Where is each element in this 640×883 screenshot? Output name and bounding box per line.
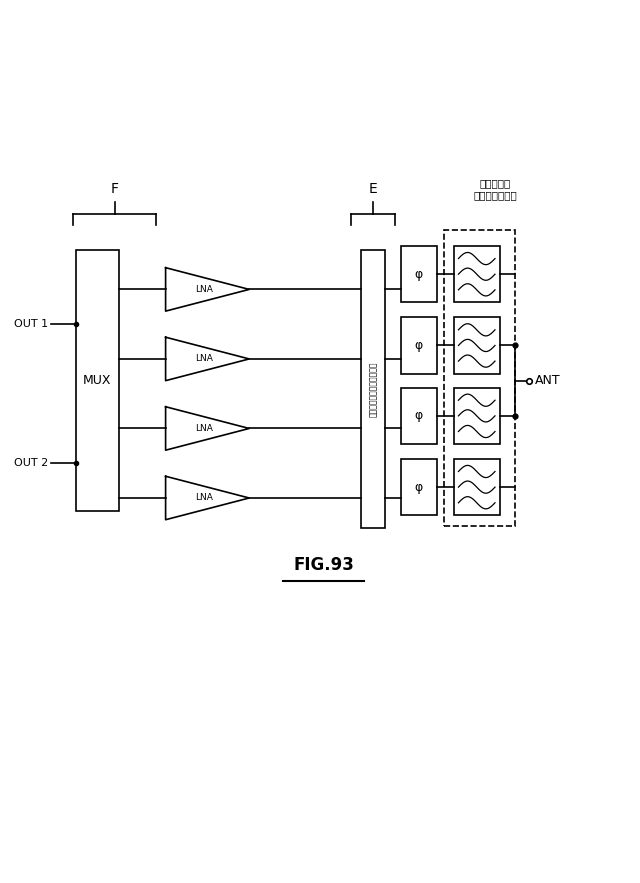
Text: MUX: MUX bbox=[83, 374, 112, 387]
Bar bbox=[401, 459, 436, 516]
Text: φ: φ bbox=[415, 339, 423, 352]
Text: フィルタ／
マルチプレクサ: フィルタ／ マルチプレクサ bbox=[474, 178, 517, 200]
Bar bbox=[444, 230, 515, 525]
Text: LNA: LNA bbox=[195, 424, 213, 433]
Bar bbox=[401, 388, 436, 444]
Text: LNA: LNA bbox=[195, 285, 213, 294]
Bar bbox=[454, 388, 500, 444]
Bar bbox=[360, 250, 385, 528]
Text: LNA: LNA bbox=[195, 494, 213, 502]
Text: スイッチングネットワーク: スイッチングネットワーク bbox=[369, 362, 378, 417]
Text: LNA: LNA bbox=[195, 354, 213, 364]
Text: φ: φ bbox=[415, 480, 423, 494]
Text: F: F bbox=[111, 182, 118, 195]
Text: FIG.93: FIG.93 bbox=[293, 556, 354, 574]
Bar bbox=[401, 317, 436, 374]
Text: ANT: ANT bbox=[535, 374, 561, 387]
Bar bbox=[76, 250, 119, 511]
Bar bbox=[454, 317, 500, 374]
Bar bbox=[401, 246, 436, 303]
Bar bbox=[454, 459, 500, 516]
Text: OUT 1: OUT 1 bbox=[14, 319, 48, 329]
Text: φ: φ bbox=[415, 410, 423, 422]
Bar bbox=[454, 246, 500, 303]
Text: OUT 2: OUT 2 bbox=[13, 458, 48, 468]
Text: E: E bbox=[369, 182, 378, 195]
Text: φ: φ bbox=[415, 268, 423, 281]
